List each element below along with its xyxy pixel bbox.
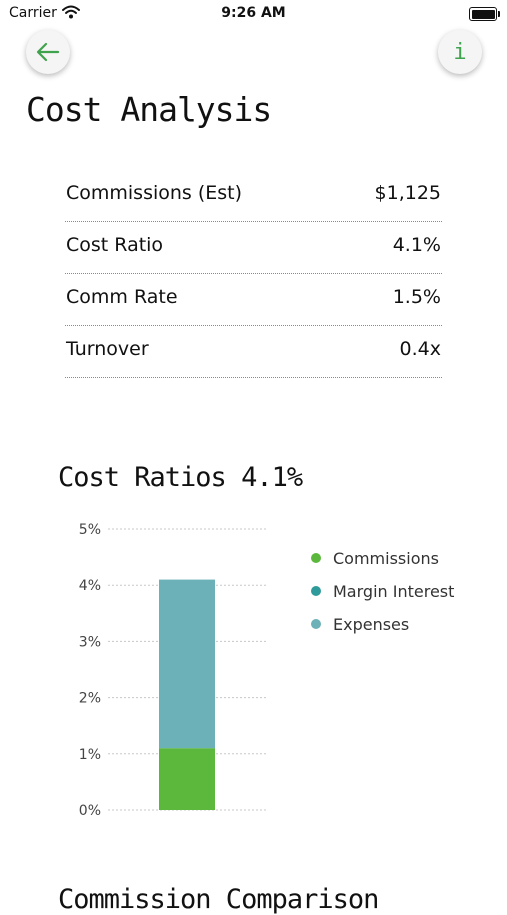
status-bar: Carrier 9:26 AM (0, 0, 507, 28)
summary-label: Commissions (Est) (66, 182, 243, 204)
legend-swatch (311, 553, 321, 563)
wifi-icon (62, 5, 80, 19)
legend-label: Margin Interest (333, 582, 454, 601)
summary-row-commissions: Commissions (Est) $1,125 (65, 170, 442, 222)
y-tick-label: 2% (79, 691, 101, 707)
summary-row-cost-ratio: Cost Ratio 4.1% (65, 222, 442, 274)
summary-row-comm-rate: Comm Rate 1.5% (65, 274, 442, 326)
info-button[interactable]: i (438, 30, 482, 74)
summary-value: 4.1% (392, 234, 441, 256)
battery-icon (469, 7, 500, 21)
summary-value: 0.4x (399, 338, 441, 360)
y-tick-label: 4% (79, 578, 101, 594)
bar-segment-commissions (159, 748, 215, 810)
page-title: Cost Analysis (26, 90, 272, 129)
legend-label: Commissions (333, 549, 439, 568)
y-tick-label: 3% (79, 634, 101, 650)
arrow-left-icon (36, 42, 60, 62)
back-button[interactable] (26, 30, 70, 74)
info-icon: i (453, 39, 467, 65)
summary-table: Commissions (Est) $1,125 Cost Ratio 4.1%… (65, 170, 442, 378)
legend-label: Expenses (333, 615, 409, 634)
carrier-label: Carrier (9, 5, 57, 21)
summary-label: Cost Ratio (66, 234, 164, 256)
summary-value: $1,125 (374, 182, 441, 204)
legend-swatch (311, 586, 321, 596)
status-time: 9:26 AM (221, 5, 286, 21)
summary-value: 1.5% (392, 286, 441, 308)
summary-label: Comm Rate (66, 286, 178, 308)
legend-swatch (311, 619, 321, 629)
y-tick-label: 0% (79, 803, 101, 819)
y-tick-label: 5% (79, 522, 101, 538)
chart-title: Cost Ratios 4.1% (58, 462, 303, 493)
summary-label: Turnover (66, 338, 149, 360)
bar-segment-expenses (159, 579, 215, 749)
y-tick-label: 1% (79, 747, 101, 763)
summary-row-turnover: Turnover 0.4x (65, 326, 442, 378)
cost-ratio-chart: 0% 1% 2% 3% 4% 5% Commissions Margin Interest Ex… (79, 522, 455, 819)
